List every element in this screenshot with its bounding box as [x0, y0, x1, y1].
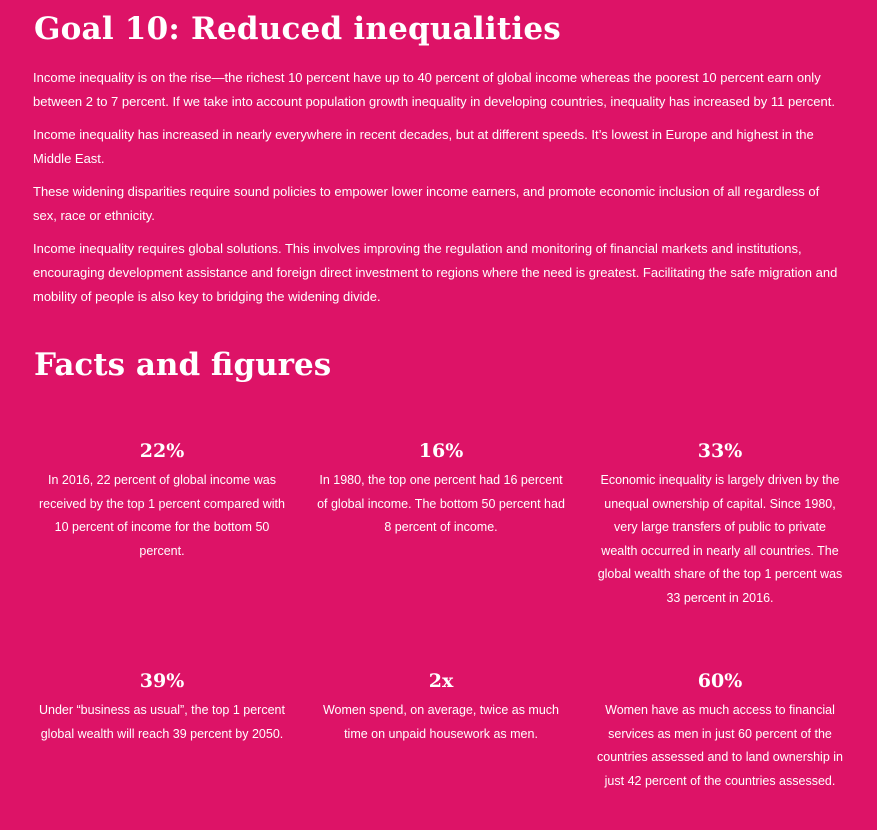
fact-text: In 1980, the top one percent had 16 perc…	[317, 473, 565, 534]
fact-figure: 2x	[428, 670, 454, 692]
fact-figure: 33%	[697, 440, 743, 462]
intro-paragraph: These widening disparities require sound…	[33, 184, 820, 223]
fact-text: Economic inequality is largely driven by…	[597, 473, 843, 605]
fact-figure: 39%	[139, 670, 185, 692]
goal-title: Goal 10: Reduced inequalities	[34, 11, 561, 47]
fact-card: 22% In 2016, 22 percent of global income…	[37, 438, 287, 563]
intro-paragraph: Income inequality has increased in nearl…	[33, 127, 814, 166]
facts-title: Facts and figures	[34, 347, 332, 383]
fact-text: In 2016, 22 percent of global income was…	[39, 473, 285, 558]
fact-figure: 60%	[697, 670, 743, 692]
fact-card: 33% Economic inequality is largely drive…	[595, 438, 845, 610]
intro-paragraph: Income inequality is on the rise—the ric…	[33, 70, 835, 109]
fact-card: 16% In 1980, the top one percent had 16 …	[316, 438, 566, 540]
intro-section: Income inequality is on the rise—the ric…	[33, 66, 845, 318]
fact-figure: 16%	[418, 440, 464, 462]
fact-card: 39% Under “business as usual”, the top 1…	[37, 668, 287, 746]
fact-card: 2x Women spend, on average, twice as muc…	[316, 668, 566, 746]
fact-figure: 22%	[139, 440, 185, 462]
fact-text: Women spend, on average, twice as much t…	[322, 703, 559, 741]
fact-card: 60% Women have as much access to financi…	[595, 668, 845, 793]
fact-text: Women have as much access to financial s…	[597, 703, 843, 788]
intro-paragraph: Income inequality requires global soluti…	[33, 241, 838, 304]
fact-text: Under “business as usual”, the top 1 per…	[39, 703, 285, 741]
